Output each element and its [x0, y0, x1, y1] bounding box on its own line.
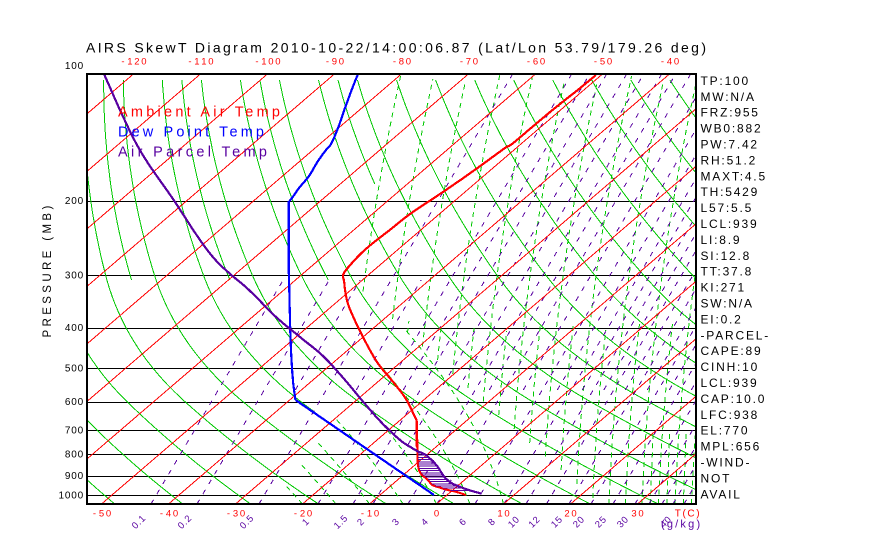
svg-text:MW:N/A: MW:N/A: [701, 90, 756, 104]
svg-text:-: -: [93, 509, 96, 520]
svg-text:KI:271: KI:271: [701, 281, 747, 295]
svg-text:2: 2: [564, 509, 569, 520]
svg-text:0: 0: [339, 57, 344, 68]
svg-text:700: 700: [65, 425, 84, 436]
svg-text:100: 100: [65, 61, 84, 72]
svg-text:-: -: [294, 509, 297, 520]
svg-text:Air Parcel Temp: Air Parcel Temp: [118, 145, 267, 161]
svg-text:SI:12.8: SI:12.8: [701, 249, 752, 263]
svg-text:1: 1: [201, 57, 206, 68]
svg-text:0: 0: [434, 509, 439, 520]
svg-text:MAXT:4.5: MAXT:4.5: [701, 169, 767, 183]
svg-text:AVAIL: AVAIL: [701, 487, 742, 501]
svg-text:800: 800: [65, 450, 84, 461]
svg-text:2: 2: [134, 57, 139, 68]
svg-text:-: -: [393, 57, 396, 68]
svg-text:0: 0: [607, 57, 612, 68]
svg-text:2: 2: [300, 509, 305, 520]
svg-text:0: 0: [540, 57, 545, 68]
svg-text:3: 3: [233, 509, 238, 520]
svg-text:-PARCEL-: -PARCEL-: [701, 328, 771, 342]
svg-text:4: 4: [667, 57, 672, 68]
svg-text:LI:8.9: LI:8.9: [701, 233, 742, 247]
svg-text:MPL:656: MPL:656: [701, 440, 762, 454]
svg-text:4: 4: [166, 509, 171, 520]
svg-text:-: -: [594, 57, 597, 68]
svg-text:0: 0: [571, 509, 576, 520]
svg-text:0: 0: [268, 57, 273, 68]
svg-text:-: -: [361, 509, 364, 520]
svg-text:600: 600: [65, 397, 84, 408]
svg-text:3: 3: [631, 509, 636, 520]
svg-text:EI:0.2: EI:0.2: [701, 312, 743, 326]
svg-text:400: 400: [65, 323, 84, 334]
svg-text:L57:5.5: L57:5.5: [701, 201, 754, 215]
svg-text:1: 1: [367, 509, 372, 520]
svg-text:-: -: [188, 57, 191, 68]
svg-text:AIRS SkewT Diagram 2010-10-22/: AIRS SkewT Diagram 2010-10-22/14:00:06.8…: [86, 40, 706, 56]
svg-text:0: 0: [208, 57, 213, 68]
svg-text:1: 1: [497, 509, 502, 520]
svg-text:0: 0: [473, 57, 478, 68]
svg-text:CAP:10.0: CAP:10.0: [701, 392, 767, 406]
svg-text:0: 0: [638, 509, 643, 520]
svg-text:200: 200: [65, 196, 84, 207]
svg-text:TH:5429: TH:5429: [701, 185, 760, 199]
svg-text:0: 0: [173, 509, 178, 520]
svg-text:LCL:939: LCL:939: [701, 217, 759, 231]
svg-text:5: 5: [600, 57, 605, 68]
svg-text:TT:37.8: TT:37.8: [701, 265, 754, 279]
svg-text:1000: 1000: [59, 491, 84, 502]
svg-text:-: -: [460, 57, 463, 68]
svg-text:9: 9: [332, 57, 337, 68]
svg-text:0: 0: [141, 57, 146, 68]
svg-text:FRZ:955: FRZ:955: [701, 106, 760, 120]
svg-text:LCL:939: LCL:939: [701, 376, 759, 390]
svg-text:EL:770: EL:770: [701, 424, 750, 438]
svg-text:5: 5: [99, 509, 104, 520]
svg-text:TP:100: TP:100: [701, 74, 751, 88]
svg-text:-: -: [121, 57, 124, 68]
svg-text:T(C): T(C): [675, 509, 701, 520]
svg-text:-: -: [661, 57, 664, 68]
svg-text:PW:7.42: PW:7.42: [701, 138, 759, 152]
svg-text:1: 1: [194, 57, 199, 68]
svg-text:500: 500: [65, 364, 84, 375]
svg-text:-: -: [227, 509, 230, 520]
svg-text:CAPE:89: CAPE:89: [701, 344, 763, 358]
svg-text:0: 0: [674, 57, 679, 68]
svg-text:0: 0: [240, 509, 245, 520]
svg-text:0: 0: [106, 509, 111, 520]
svg-text:SW:N/A: SW:N/A: [701, 297, 754, 311]
svg-text:NOT: NOT: [701, 471, 732, 485]
svg-text:8: 8: [399, 57, 404, 68]
svg-text:7: 7: [466, 57, 471, 68]
svg-text:1: 1: [261, 57, 266, 68]
svg-text:300: 300: [65, 270, 84, 281]
svg-text:0: 0: [275, 57, 280, 68]
svg-text:RH:51.2: RH:51.2: [701, 153, 758, 167]
svg-text:0: 0: [307, 509, 312, 520]
svg-text:WB0:882: WB0:882: [701, 122, 763, 136]
svg-text:900: 900: [65, 471, 84, 482]
svg-text:CINH:10: CINH:10: [701, 360, 760, 374]
svg-text:0: 0: [406, 57, 411, 68]
svg-text:0: 0: [374, 509, 379, 520]
svg-text:LFC:938: LFC:938: [701, 408, 760, 422]
svg-text:-: -: [255, 57, 258, 68]
svg-text:6: 6: [533, 57, 538, 68]
svg-text:-: -: [527, 57, 530, 68]
svg-text:0: 0: [504, 509, 509, 520]
svg-text:-WIND-: -WIND-: [701, 456, 752, 470]
svg-text:(g/kg): (g/kg): [661, 519, 702, 531]
svg-text:1: 1: [127, 57, 132, 68]
svg-text:-: -: [160, 509, 163, 520]
svg-text:-: -: [326, 57, 329, 68]
